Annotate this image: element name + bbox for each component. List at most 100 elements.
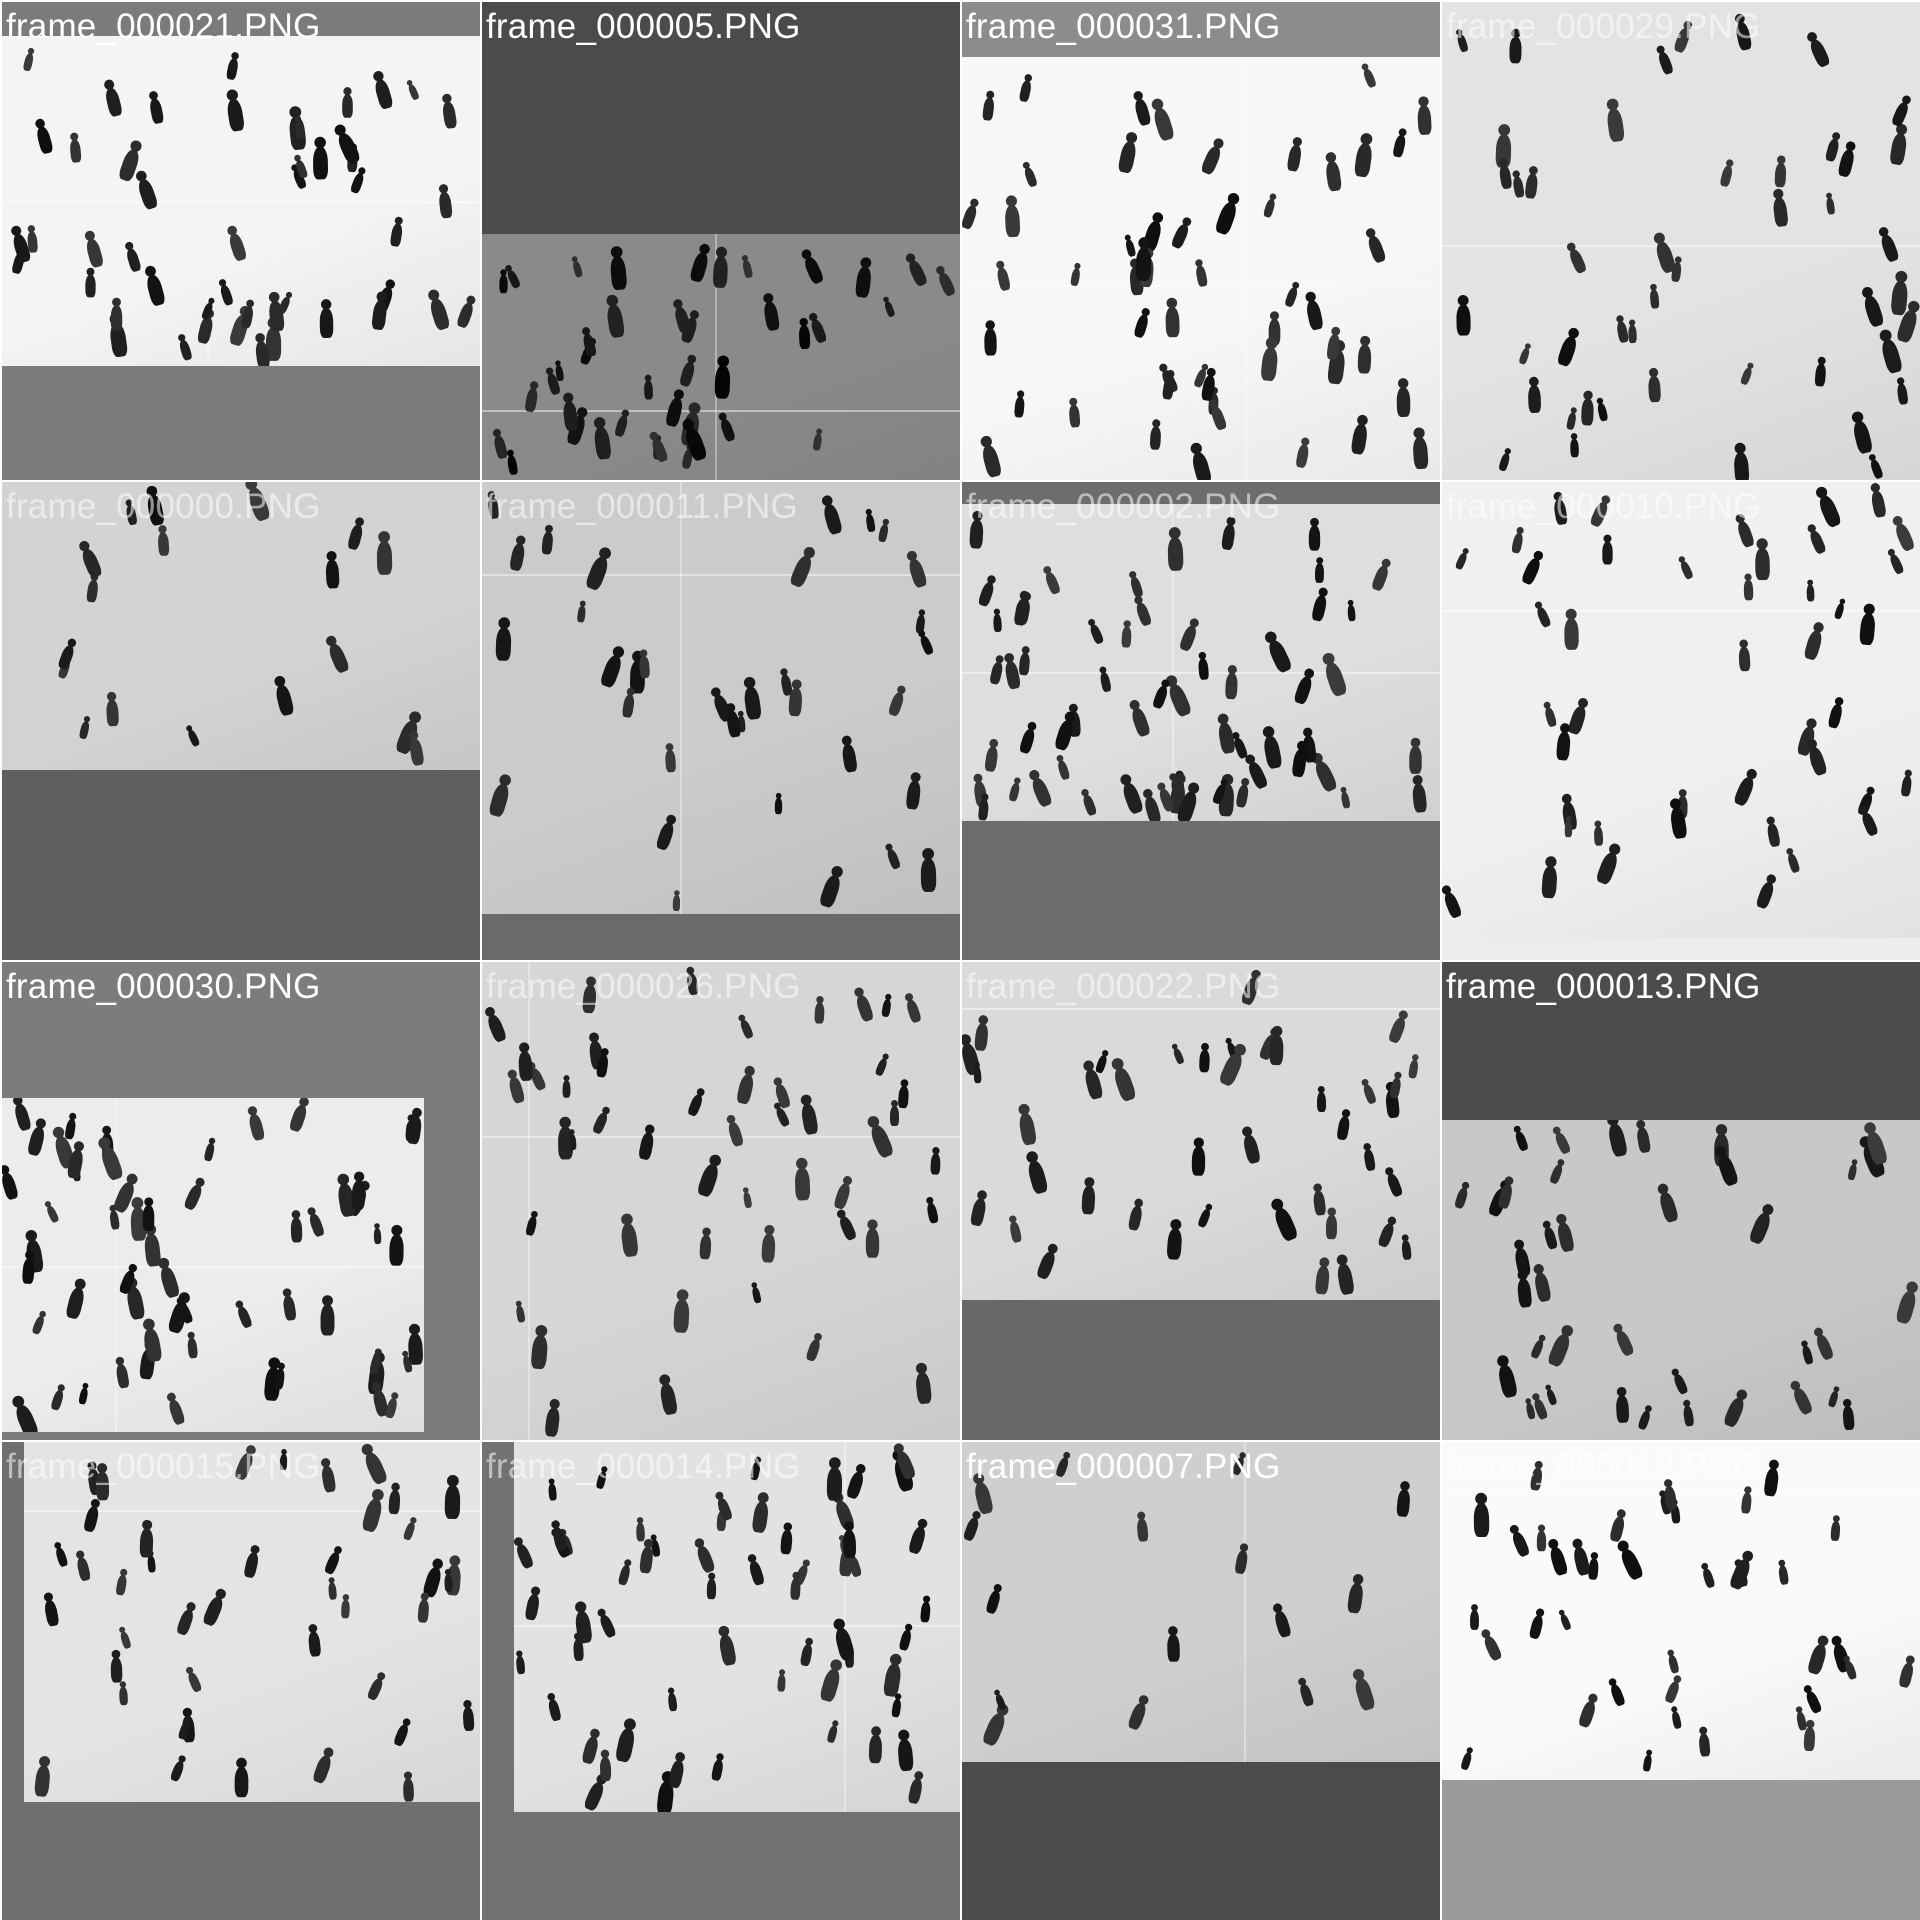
pedestrian-figure [1548,1545,1569,1577]
frame-filename: frame_000021.PNG [6,7,321,46]
pedestrian-figure [984,745,999,773]
pedestrian-figure [1814,363,1827,387]
frame-filename: frame_000011.PNG [486,487,798,526]
crowd-photo [1442,482,1920,938]
pedestrian-figure [1879,337,1904,375]
pedestrian-figure [1545,1388,1558,1406]
crowd-photo [962,1442,1440,1762]
pedestrian-figure [898,1628,913,1652]
pedestrian-figure [907,1525,928,1555]
pedestrian-figure [1565,411,1578,431]
pedestrian-figure [1142,795,1163,821]
frame-filename: frame_000026.PNG [486,967,801,1006]
pedestrian-figure [57,643,76,671]
pedestrian-figure [1136,1518,1149,1542]
pedestrian-figure [562,400,579,432]
pedestrian-figure [973,1022,990,1052]
pedestrian-figure [1543,706,1558,728]
pedestrian-figure [621,693,636,719]
pedestrian-figure [1657,1190,1680,1224]
pedestrian-figure [327,1582,338,1600]
pedestrian-figure [75,1556,92,1582]
pedestrian-figure [1520,556,1543,586]
pedestrian-figure [1292,674,1315,706]
pedestrian-figure [883,300,896,318]
pedestrian-figure [1340,791,1351,809]
pedestrian-figure [1312,1190,1327,1216]
pedestrian-figure [790,1577,801,1601]
pedestrian-figure [1608,1682,1627,1708]
pedestrian-figure [1747,1210,1774,1246]
pedestrian-figure [1559,1613,1572,1631]
pedestrian-figure [614,1726,637,1764]
pedestrian-figure [1806,1642,1829,1676]
pedestrian-figure [1235,783,1250,809]
pedestrian-figure [779,1529,794,1555]
pedestrian-figure [1135,246,1152,282]
pedestrian-figure [1346,1582,1365,1614]
pedestrian-figure [1265,637,1294,675]
pedestrian-figure [1018,79,1033,103]
pedestrian-figure [591,1111,610,1135]
pedestrian-figure [1766,822,1781,848]
pedestrian-figure [1217,721,1236,755]
pedestrian-figure [1017,1112,1038,1146]
pedestrian-figure [1271,1205,1300,1243]
pedestrian-figure [1806,745,1829,777]
pedestrian-figure [54,1546,69,1568]
pedestrian-figure [325,559,340,589]
crowd-photo [514,1442,960,1812]
frame-filename: frame_000015.PNG [6,1447,321,1486]
pedestrian-figure [1194,264,1209,288]
pedestrian-figure [984,328,997,356]
pedestrian-figure [1795,1711,1808,1731]
pedestrian-figure [1029,775,1054,809]
mosaic-seam [482,410,960,412]
pedestrian-figure [1608,1515,1627,1543]
pedestrian-figure [1719,164,1734,188]
pedestrian-figure [1536,1524,1547,1552]
pedestrian-figure [462,1706,475,1732]
pedestrian-figure [992,613,1003,633]
pedestrian-figure [1268,311,1281,345]
pedestrian-figure [21,1257,36,1285]
frame-tile: frame_000010.PNG [1442,482,1920,960]
pedestrian-figure [1172,1047,1185,1065]
frame-filename: frame_000005.PNG [486,7,801,46]
pedestrian-figure [1777,1564,1790,1586]
pedestrian-figure [1572,1545,1591,1577]
pedestrian-figure [1803,629,1824,661]
crowd-photo [962,504,1440,821]
pedestrian-figure [371,299,388,331]
pedestrian-figure [874,1057,889,1077]
pedestrian-figure [812,433,823,451]
pedestrian-figure [1312,758,1339,794]
pedestrian-figure [667,1759,686,1789]
pedestrian-figure [1013,396,1026,418]
pedestrian-figure [78,720,91,740]
pedestrian-figure [1166,682,1193,718]
frame-tile: frame_000012.PNG [1442,1442,1920,1920]
pedestrian-figure [1197,657,1210,681]
pedestrian-figure [373,1227,382,1245]
pedestrian-figure [515,1305,526,1323]
pedestrian-figure [335,130,362,166]
pedestrian-figure [818,873,843,909]
pedestrian-figure [1577,1699,1598,1729]
pedestrian-figure [1890,100,1911,128]
pedestrian-figure [1387,1015,1408,1045]
frame-tile: frame_000021.PNG [2,2,480,480]
pedestrian-figure [1310,594,1329,622]
pedestrian-figure [1672,1372,1689,1396]
pedestrian-figure [290,1217,303,1243]
pedestrian-figure [1008,781,1021,803]
pedestrian-figure [1896,382,1909,406]
pedestrian-figure [201,1594,226,1628]
pedestrian-figure [108,1209,121,1231]
pedestrian-figure [1546,1331,1573,1369]
crowd-photo [482,482,960,914]
pedestrian-figure [1269,1034,1284,1066]
pedestrian-figure [1637,1409,1652,1431]
pedestrian-figure [906,557,929,589]
pedestrian-figure [1111,1065,1138,1103]
